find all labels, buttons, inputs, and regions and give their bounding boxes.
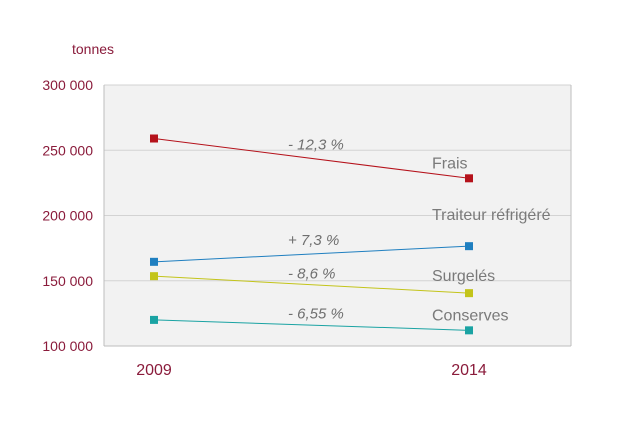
y-tick-label: 100 000: [42, 338, 93, 354]
series-surgel-s: Surgelés - 8,6 %: [150, 265, 495, 298]
data-point: [150, 257, 158, 266]
series-frais: Frais - 12,3 %: [150, 134, 473, 183]
data-point: [150, 315, 158, 324]
series-name-label: Frais: [432, 155, 468, 172]
y-axis-ticks: 100 000 150 000 200 000 250 000 300 000: [42, 77, 93, 354]
change-percent-label: - 8,6 %: [288, 265, 336, 282]
series-conserves: Conserves - 6,55 %: [150, 305, 508, 335]
change-percent-label: - 12,3 %: [288, 136, 344, 153]
x-tick-label: 2009: [136, 362, 172, 379]
series-line: [153, 319, 470, 331]
data-point: [465, 242, 473, 251]
series-line: [153, 245, 470, 263]
change-percent-label: - 6,55 %: [288, 305, 344, 322]
series-line: [153, 275, 470, 294]
y-tick-label: 300 000: [42, 77, 93, 93]
data-point: [150, 134, 158, 143]
series-name-label: Conserves: [432, 307, 508, 324]
y-tick-label: 200 000: [42, 208, 93, 224]
y-tick-label: 150 000: [42, 273, 93, 289]
series-traiteur-r-frig-r-: Traiteur réfrigéré + 7,3 %: [150, 207, 551, 266]
data-point: [465, 174, 473, 183]
series-name-label: Traiteur réfrigéré: [432, 207, 551, 224]
grid-lines: [103, 84, 572, 347]
change-percent-label: + 7,3 %: [288, 232, 339, 249]
series-name-label: Surgelés: [432, 268, 495, 285]
data-point: [465, 289, 473, 298]
data-point: [150, 272, 158, 281]
x-tick-label: 2014: [451, 362, 487, 379]
series-line: [153, 138, 470, 179]
y-axis-unit-label: tonnes: [72, 41, 114, 57]
x-axis-ticks: 2009 2014: [136, 362, 487, 379]
series-group: Frais - 12,3 % Traiteur réfrigéré + 7,3 % Su…: [150, 134, 551, 335]
data-point: [465, 326, 473, 335]
y-tick-label: 250 000: [42, 142, 93, 158]
